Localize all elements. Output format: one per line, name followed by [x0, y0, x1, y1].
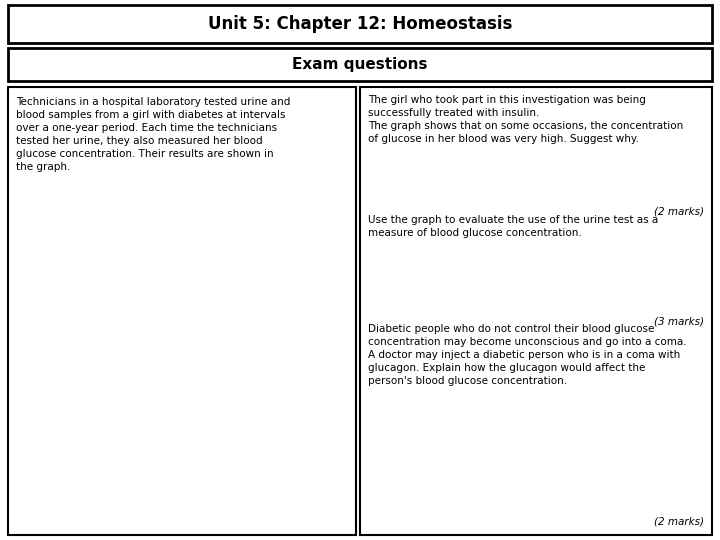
- Text: A doctor may inject a diabetic person who is in a coma with: A doctor may inject a diabetic person wh…: [368, 350, 680, 360]
- Point: [189, 374, 201, 383]
- Point: [274, 313, 285, 322]
- Point: [189, 359, 201, 368]
- Point: [189, 246, 201, 255]
- Point: [189, 343, 201, 352]
- X-axis label: Urine glucose
concentration as colour value
on a four point scale: Urine glucose concentration as colour va…: [206, 460, 310, 480]
- Text: Unit 5: Chapter 12: Homeostasis: Unit 5: Chapter 12: Homeostasis: [208, 15, 512, 33]
- Point: [189, 407, 201, 416]
- Point: [189, 426, 201, 434]
- Text: person's blood glucose concentration.: person's blood glucose concentration.: [368, 376, 567, 386]
- Point: [189, 311, 201, 320]
- Text: the graph.: the graph.: [16, 162, 71, 172]
- Text: Diabetic people who do not control their blood glucose: Diabetic people who do not control their…: [368, 324, 654, 334]
- Point: [315, 270, 327, 279]
- Point: [189, 376, 201, 385]
- Text: glucose concentration. Their results are shown in: glucose concentration. Their results are…: [16, 149, 274, 159]
- Point: [315, 287, 327, 296]
- Point: [231, 256, 243, 265]
- Text: The graph shows that on some occasions, the concentration: The graph shows that on some occasions, …: [368, 121, 683, 131]
- Text: concentration may become unconscious and go into a coma.: concentration may become unconscious and…: [368, 337, 687, 347]
- Point: [189, 384, 201, 393]
- Text: Use the graph to evaluate the use of the urine test as a: Use the graph to evaluate the use of the…: [368, 215, 658, 225]
- Point: [231, 285, 243, 293]
- Point: [189, 339, 201, 347]
- Point: [189, 305, 201, 313]
- Text: Technicians in a hospital laboratory tested urine and: Technicians in a hospital laboratory tes…: [16, 97, 290, 107]
- Text: Exam questions: Exam questions: [292, 57, 428, 71]
- Text: tested her urine, they also measured her blood: tested her urine, they also measured her…: [16, 136, 263, 146]
- Point: [189, 390, 201, 399]
- Y-axis label: Blood glucose
concentration /
mmol dm⁻³: Blood glucose concentration / mmol dm⁻³: [135, 301, 155, 354]
- Text: (2 marks): (2 marks): [654, 517, 704, 527]
- Text: over a one-year period. Each time the technicians: over a one-year period. Each time the te…: [16, 123, 277, 133]
- Text: (2 marks): (2 marks): [654, 207, 704, 217]
- Text: glucagon. Explain how the glucagon would affect the: glucagon. Explain how the glucagon would…: [368, 363, 645, 373]
- Text: successfully treated with insulin.: successfully treated with insulin.: [368, 108, 539, 118]
- Point: [189, 342, 201, 350]
- Point: [189, 420, 201, 429]
- Point: [315, 241, 327, 250]
- Text: measure of blood glucose concentration.: measure of blood glucose concentration.: [368, 228, 582, 238]
- Point: [315, 216, 327, 225]
- Text: (3 marks): (3 marks): [654, 316, 704, 326]
- Point: [189, 433, 201, 441]
- Point: [315, 325, 327, 334]
- Point: [315, 359, 327, 368]
- Text: The girl who took part in this investigation was being: The girl who took part in this investiga…: [368, 95, 646, 105]
- Text: of glucose in her blood was very high. Suggest why.: of glucose in her blood was very high. S…: [368, 134, 639, 144]
- Point: [189, 387, 201, 395]
- Point: [189, 380, 201, 388]
- Point: [189, 403, 201, 411]
- Point: [189, 395, 201, 403]
- Text: blood samples from a girl with diabetes at intervals: blood samples from a girl with diabetes …: [16, 110, 286, 120]
- Point: [189, 323, 201, 332]
- Point: [189, 382, 201, 391]
